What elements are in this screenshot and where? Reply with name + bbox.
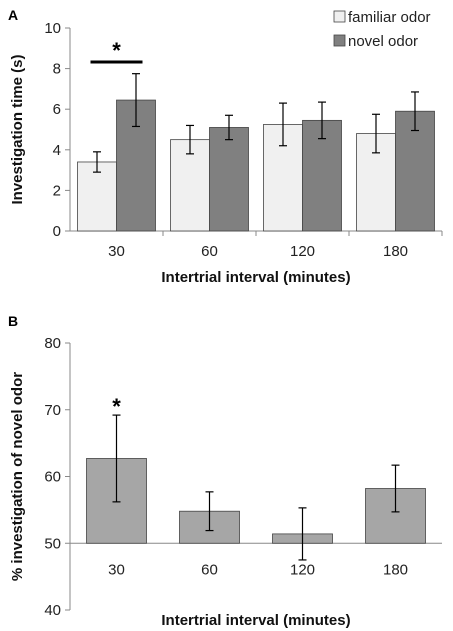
legend-swatch <box>333 10 346 23</box>
y-axis-label: % investigation of novel odor <box>9 372 26 581</box>
error-bar-60 <box>205 491 214 532</box>
y-tick-label: 6 <box>53 101 61 118</box>
x-tick-label: 60 <box>201 561 218 578</box>
error-bar-familiar-180 <box>372 113 380 154</box>
y-tick-label: 60 <box>44 469 61 486</box>
error-bar-novel-180 <box>411 91 419 132</box>
panel-letter: B <box>8 313 18 329</box>
y-tick-label: 2 <box>53 182 61 199</box>
x-axis-label: Intertrial interval (minutes) <box>161 612 350 629</box>
error-bar-120 <box>298 507 307 561</box>
x-tick-label: 30 <box>108 243 125 260</box>
legend-label: novel odor <box>348 33 418 50</box>
significance-star: * <box>112 38 121 63</box>
y-tick-label: 4 <box>53 142 61 159</box>
y-tick-label: 80 <box>44 335 61 352</box>
x-tick-label: 60 <box>201 243 218 260</box>
legend-label: familiar odor <box>348 9 431 26</box>
legend: familiar odor novel odor <box>333 9 431 50</box>
y-tick-label: 8 <box>53 61 61 78</box>
y-tick-label: 10 <box>44 20 61 37</box>
error-bar-familiar-120 <box>279 102 287 147</box>
significance-star: * <box>112 394 121 419</box>
bar-novel-180 <box>395 110 435 232</box>
y-tick-label: 0 <box>53 223 61 240</box>
error-bar-180 <box>391 464 400 513</box>
error-bar-novel-60 <box>225 114 233 141</box>
y-tick-label: 50 <box>44 535 61 552</box>
x-tick-label: 180 <box>383 561 408 578</box>
error-bar-familiar-30 <box>93 151 101 173</box>
panel-a: A 0 2 4 6 8 10 30 60 120 180 * familiar odor novel od… <box>8 7 443 286</box>
error-bar-novel-30 <box>132 73 140 128</box>
x-tick-label: 120 <box>290 243 315 260</box>
error-bar-familiar-60 <box>186 124 194 155</box>
error-bar-30 <box>112 414 121 503</box>
panel-letter: A <box>8 7 18 23</box>
y-tick-label: 70 <box>44 402 61 419</box>
bar-novel-60 <box>209 127 249 232</box>
legend-swatch <box>333 34 346 47</box>
panel-b: B 40 50 60 70 80 30 60 120 180 * Intertrial interva… <box>8 313 442 629</box>
x-axis-label: Intertrial interval (minutes) <box>161 269 350 286</box>
x-tick-label: 180 <box>383 243 408 260</box>
x-tick-label: 120 <box>290 561 315 578</box>
error-bar-novel-120 <box>318 101 326 140</box>
bar-familiar-60 <box>170 139 210 232</box>
x-tick-label: 30 <box>108 561 125 578</box>
y-axis-label: Investigation time (s) <box>9 54 26 204</box>
y-tick-label: 40 <box>44 602 61 619</box>
